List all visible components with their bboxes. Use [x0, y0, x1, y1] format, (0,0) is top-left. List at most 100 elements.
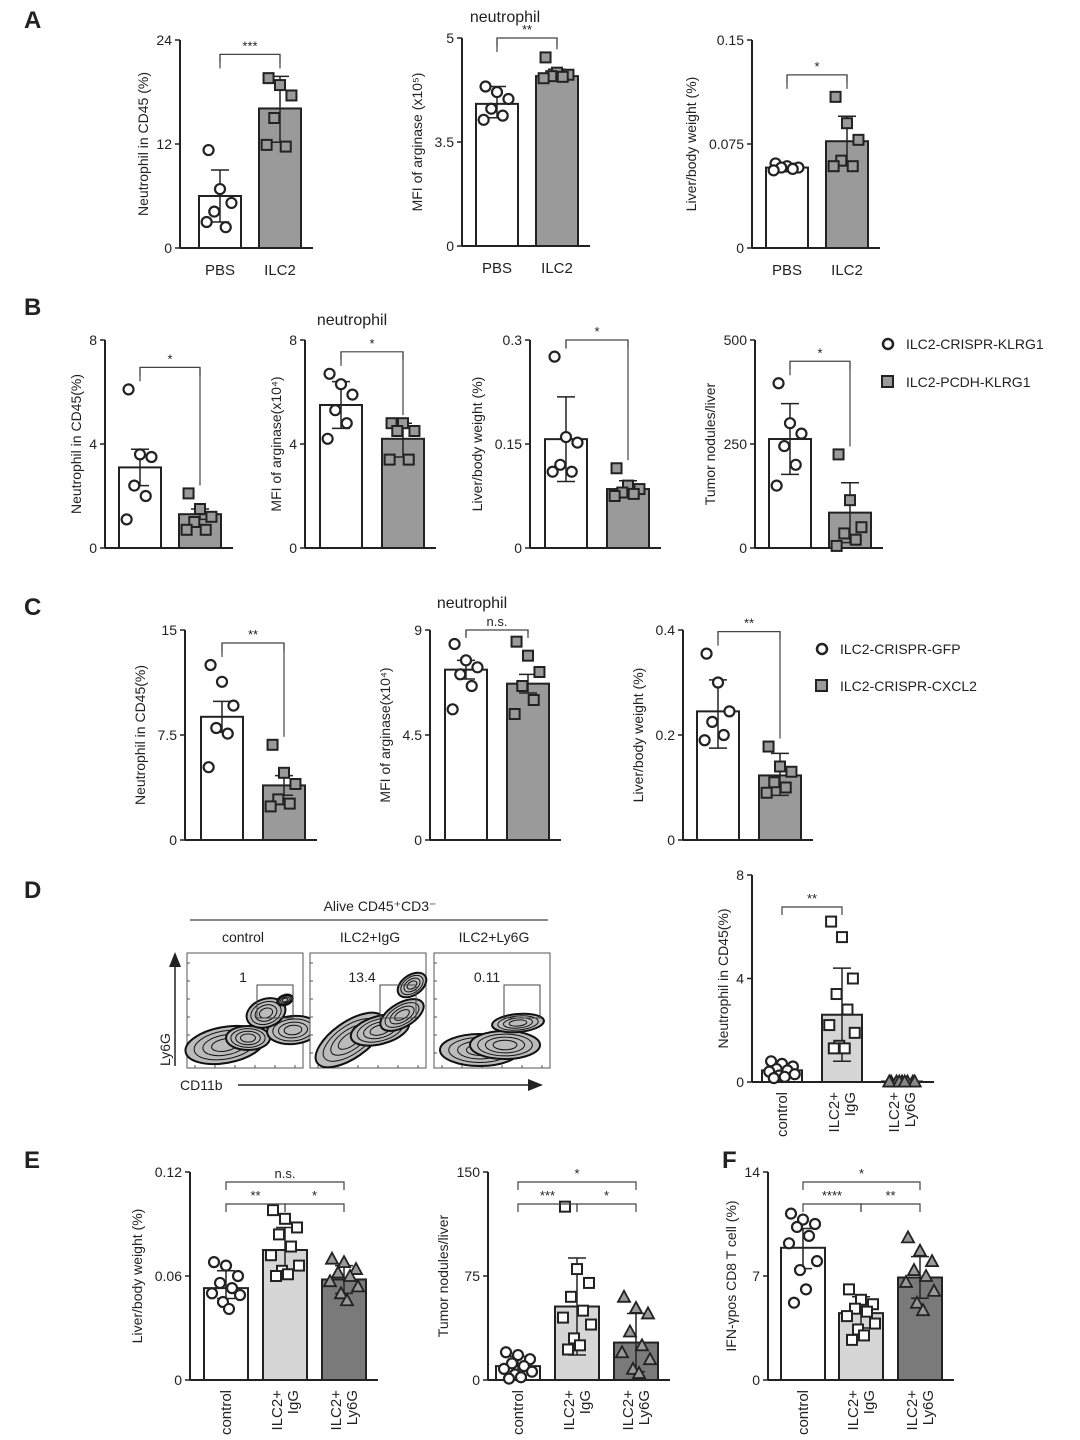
- flow-plot-label-1: ILC2+IgG: [340, 929, 400, 945]
- data-point-square: [556, 70, 569, 83]
- data-point-circle: [571, 436, 584, 449]
- data-point-square: [836, 931, 848, 944]
- data-point-circle: [208, 205, 221, 218]
- data-point-square: [830, 539, 843, 552]
- data-point-triangle: [628, 1300, 644, 1314]
- significance-label: ***: [540, 1188, 555, 1203]
- data-point-square: [838, 1042, 851, 1055]
- data-point-square: [832, 448, 845, 461]
- y-tick-label: 8: [736, 867, 744, 883]
- chart-b2: 0 4 8 MFI of arginase(x10⁴) *: [268, 332, 436, 556]
- x-tick-label: ILC2+Ly6G: [620, 1390, 653, 1431]
- data-point-square: [285, 89, 298, 102]
- data-point-triangle: [912, 1242, 928, 1257]
- chart-b1: 0 4 8 Neutrophil in CD45(%) *: [68, 332, 233, 556]
- data-point-square: [260, 138, 273, 151]
- data-point-circle: [514, 1371, 528, 1384]
- data-point-circle: [471, 661, 484, 674]
- data-point-circle: [497, 1362, 511, 1376]
- data-point-circle: [200, 215, 213, 229]
- data-point-triangle: [642, 1351, 658, 1366]
- y-tick-label: 0.15: [717, 32, 744, 48]
- y-tick-label: 500: [724, 332, 748, 348]
- data-point-triangle: [348, 1261, 364, 1275]
- y-tick-label: 250: [724, 436, 748, 452]
- x-tick-label: PBS: [772, 262, 802, 279]
- flow-y-axis-label: Ly6G: [157, 1033, 173, 1066]
- data-point-square: [841, 1003, 854, 1016]
- data-point-square: [838, 527, 851, 540]
- data-point-square: [768, 776, 781, 789]
- data-point-circle: [231, 1269, 245, 1283]
- data-point-circle: [511, 1348, 525, 1362]
- legend-circle-marker: [815, 642, 829, 656]
- data-point-circle: [122, 383, 135, 396]
- data-point-circle: [329, 404, 342, 417]
- contour-line: [250, 1000, 282, 1026]
- bracket-line: [781, 906, 843, 915]
- significance-label: *: [574, 1166, 579, 1181]
- y-axis-label: MFI of arginase (x10⁵): [409, 73, 425, 212]
- data-point-circle: [207, 1256, 221, 1269]
- significance-label: *: [604, 1188, 609, 1203]
- contour-line: [389, 1005, 415, 1025]
- flow-gate-value-0: 1: [239, 969, 247, 985]
- data-point-circle: [808, 1217, 822, 1231]
- data-point-square: [608, 490, 621, 502]
- data-point-square: [522, 649, 534, 662]
- data-point-circle: [793, 1263, 807, 1277]
- x-tick-label-line: IgG: [285, 1390, 302, 1414]
- significance-bracket: n.s.: [225, 1166, 345, 1190]
- bracket-line: [517, 1181, 637, 1190]
- data-point-circle: [767, 1072, 780, 1085]
- data-point-circle: [772, 377, 785, 390]
- chart-c3: 0 0.2 0.4 Liver/body weight (%) **: [630, 616, 813, 848]
- data-point-square: [199, 523, 212, 536]
- bracket-line: [802, 1203, 862, 1212]
- panel-c-title: neutrophil: [437, 595, 507, 612]
- data-point-triangle: [907, 1073, 923, 1088]
- data-point-square: [869, 1317, 881, 1330]
- y-tick-label: 0: [752, 1372, 760, 1388]
- contour-line: [277, 1021, 309, 1039]
- y-tick-label: 0: [739, 540, 747, 556]
- data-point-circle: [517, 1360, 531, 1373]
- x-tick-label: control: [510, 1390, 527, 1435]
- data-point-circle: [565, 465, 578, 478]
- data-point-square: [849, 1302, 861, 1315]
- x-tick-label-line: ILC2+: [886, 1092, 903, 1133]
- y-axis-label: Liver/body weight (%): [129, 1209, 145, 1344]
- y-tick-label: 0.15: [495, 436, 522, 452]
- data-point-square: [848, 1026, 861, 1039]
- y-axis-label: MFI of arginase(x10⁴): [268, 376, 284, 511]
- significance-label: *: [817, 345, 822, 360]
- y-tick-label: 0: [736, 1074, 744, 1090]
- significance-bracket: **: [496, 22, 558, 52]
- significance-label: *: [859, 1166, 864, 1181]
- data-point-circle: [210, 721, 223, 735]
- data-point-square: [562, 1343, 574, 1356]
- data-point-circle: [202, 143, 215, 157]
- data-point-circle: [783, 417, 797, 430]
- y-tick-label: 0.075: [709, 136, 744, 152]
- significance-bracket: *: [340, 336, 404, 416]
- legend-c: ILC2-CRISPR-GFP ILC2-CRISPR-CXCL2: [815, 641, 977, 694]
- contour-line: [278, 995, 292, 1005]
- flow-gate-value-1: 13.4: [348, 969, 375, 985]
- x-tick-label-line: ILC2+: [561, 1390, 578, 1431]
- bracket-line: [225, 1181, 345, 1190]
- y-axis-label: Liver/body weight (%): [683, 77, 699, 212]
- x-tick-label: ILC2+Ly6G: [328, 1390, 361, 1431]
- data-point-circle: [525, 1365, 539, 1378]
- legend-square-marker: [815, 679, 828, 692]
- data-point-square: [289, 778, 302, 790]
- significance-label: ****: [822, 1188, 842, 1203]
- data-point-circle: [778, 439, 791, 453]
- data-point-circle: [128, 479, 141, 492]
- legend-c-item-1: ILC2-CRISPR-CXCL2: [840, 678, 977, 694]
- contour-line: [254, 1004, 278, 1022]
- contour-line: [492, 1039, 518, 1051]
- flow-gate-value-2: 0.11: [474, 969, 500, 985]
- arrowhead-right-icon: [528, 1079, 543, 1091]
- x-tick-label: PBS: [482, 260, 512, 277]
